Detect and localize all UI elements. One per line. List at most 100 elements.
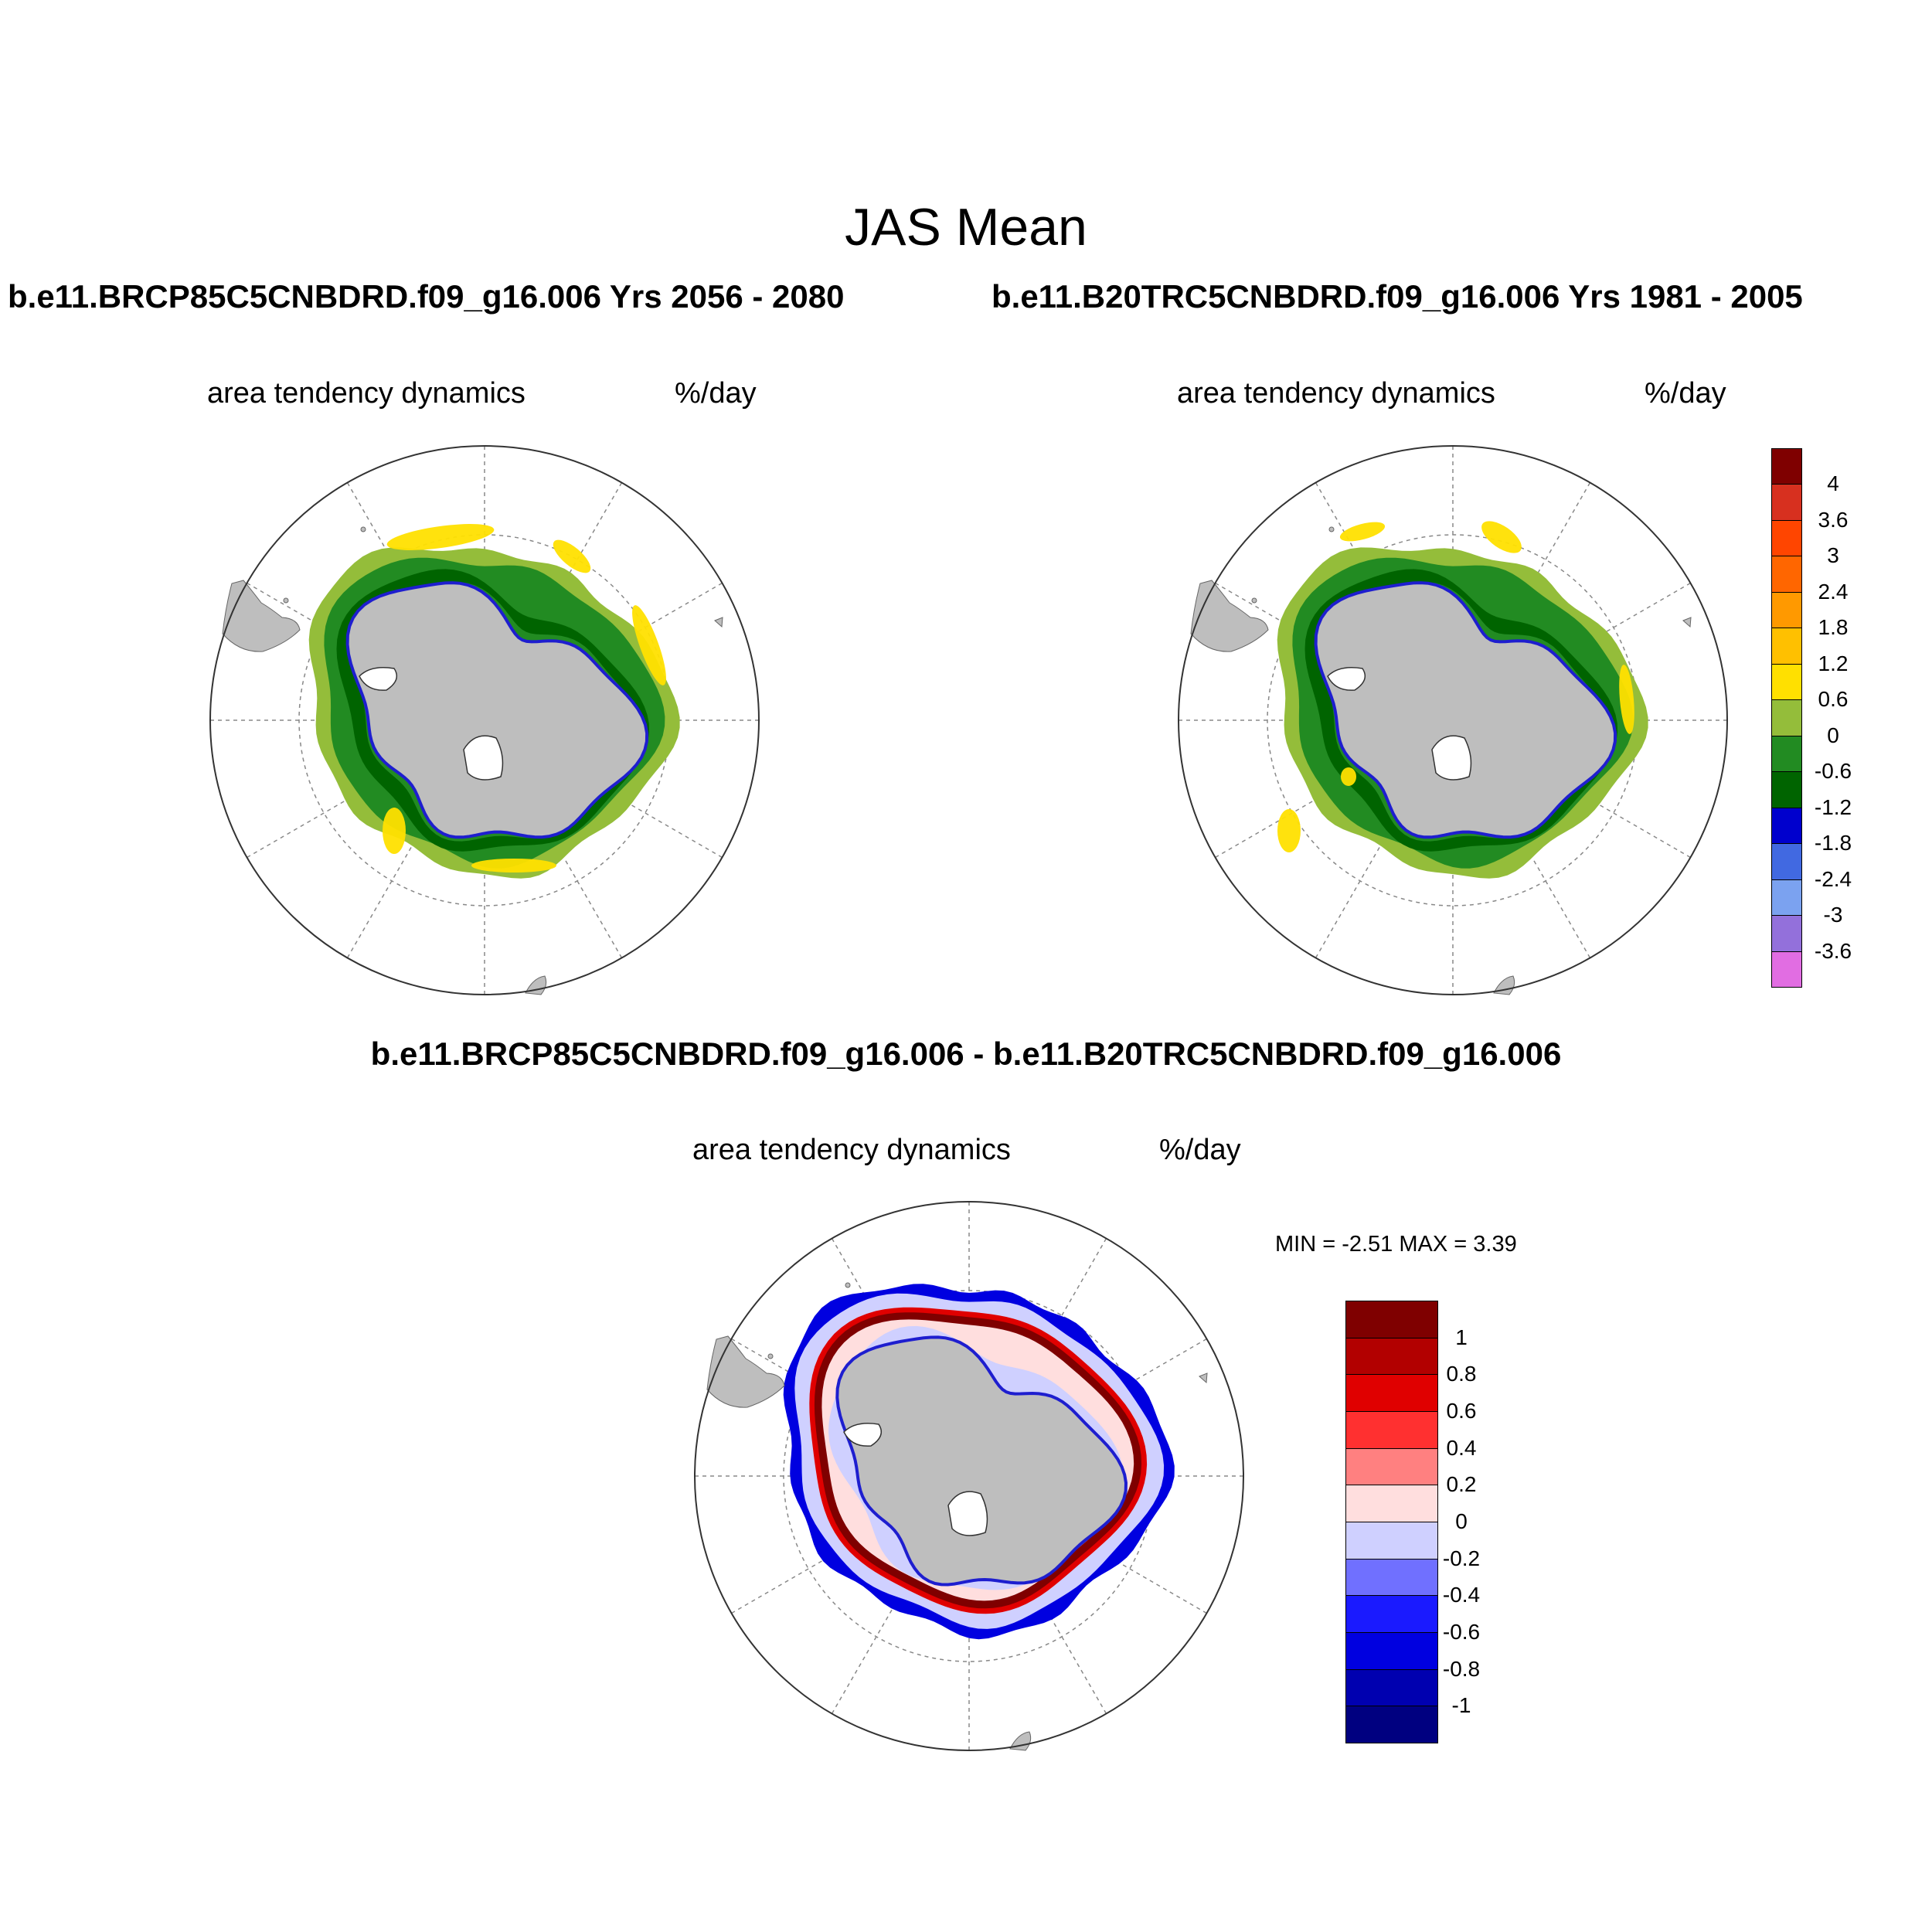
positive-tendency-patch (471, 859, 556, 872)
ronne-ice-shelf (843, 1423, 883, 1447)
colorbar-label: -0.6 (1442, 1620, 1481, 1644)
colorbar-box (1345, 1411, 1438, 1449)
positive-tendency-patch (553, 539, 591, 573)
ross-ice-shelf (947, 1491, 988, 1536)
colorbar-label: -0.4 (1442, 1583, 1481, 1607)
colorbar-box (1771, 879, 1802, 917)
antarctica-landmass (345, 581, 649, 839)
positive-tendency-patch (1277, 809, 1301, 852)
colorbar-label: -0.2 (1442, 1546, 1481, 1570)
colorbar-box (1771, 699, 1802, 736)
small-island (1328, 526, 1335, 532)
south-america-landmass (706, 1335, 785, 1408)
colorbar-box (1771, 628, 1802, 665)
left-units-label: %/day (675, 377, 757, 410)
colorbar-box (1771, 591, 1802, 629)
colorbar-box (1771, 771, 1802, 808)
left-case-title: b.e11.BRCP85C5CNBDRD.f09_g16.006 Yrs 205… (8, 278, 845, 315)
ronne-ice-shelf (359, 667, 398, 691)
colorbar-box (1345, 1301, 1438, 1338)
positive-tendency-patch (383, 808, 406, 854)
colorbar-box (1345, 1485, 1438, 1522)
map-boundary-circle (209, 445, 760, 995)
difference-title: b.e11.BRCP85C5CNBDRD.f09_g16.006 - b.e11… (370, 1036, 1562, 1072)
colorbar-label: 0.6 (1446, 1399, 1477, 1423)
main-title: JAS Mean (845, 198, 1087, 257)
colorbar-box (1771, 484, 1802, 521)
colorbar-label: -1.2 (1814, 794, 1852, 819)
colorbar-label: -3 (1823, 903, 1843, 927)
kerguelen-island (1199, 1372, 1208, 1384)
colorbar-box (1771, 556, 1802, 593)
right-case-title: b.e11.B20TRC5CNBDRD.f09_g16.006 Yrs 1981… (992, 278, 1803, 315)
small-island (845, 1282, 851, 1288)
positive-tendency-patch (1619, 665, 1634, 734)
positive-tendency-patch (1481, 521, 1522, 553)
right-units-label: %/day (1645, 377, 1726, 410)
right-polar-map (1178, 445, 1728, 995)
falkland-islands (1251, 597, 1257, 604)
colorbar-box (1345, 1447, 1438, 1486)
small-island (360, 526, 366, 532)
antarctica-landmass (1314, 581, 1617, 839)
ronne-ice-shelf (1327, 667, 1366, 691)
positive-tendency-patch (632, 605, 666, 685)
colorbar-label: -0.6 (1814, 759, 1852, 784)
colorbar-label: 0.4 (1446, 1435, 1477, 1460)
colorbar-label: -0.8 (1442, 1656, 1481, 1681)
colorbar-label: 1.2 (1818, 651, 1849, 675)
colorbar-box (1771, 519, 1802, 557)
colorbar-label: 0.6 (1818, 687, 1849, 712)
falkland-islands (283, 597, 289, 604)
colorbar-label: -1 (1451, 1693, 1471, 1718)
diff-min-max-label: MIN = -2.51 MAX = 3.39 (1275, 1232, 1517, 1257)
colorbar-box (1345, 1374, 1438, 1412)
colorbar-box (1345, 1337, 1438, 1376)
colorbar-label: 1.8 (1818, 615, 1849, 640)
colorbar-label: 2.4 (1818, 579, 1849, 604)
colorbar-box (1771, 915, 1802, 952)
colorbar-box (1771, 843, 1802, 880)
difference-polar-map (694, 1201, 1244, 1751)
positive-tendency-patch (1339, 522, 1386, 542)
map-boundary-circle (1178, 445, 1728, 995)
colorbar-box (1771, 735, 1802, 773)
south-america-landmass (222, 580, 301, 652)
kerguelen-island (714, 617, 723, 628)
colorbar-box (1345, 1558, 1438, 1597)
ross-ice-shelf (1431, 735, 1472, 781)
colorbar-label: 3.6 (1818, 507, 1849, 532)
colorbar-box (1771, 448, 1802, 485)
colorbar-label: -1.8 (1814, 831, 1852, 855)
antarctica-landmass (835, 1335, 1128, 1587)
map-boundary-circle (694, 1201, 1244, 1751)
colorbar-label: 0.8 (1446, 1362, 1477, 1386)
colorbar-box (1771, 951, 1802, 988)
south-america-landmass (1190, 580, 1269, 652)
ross-ice-shelf (463, 735, 504, 781)
colorbar-label: 4 (1827, 471, 1839, 496)
colorbar-box (1345, 1668, 1438, 1707)
positive-tendency-patch (386, 524, 495, 550)
colorbar-label: 0 (1455, 1509, 1468, 1533)
colorbar-box (1345, 1522, 1438, 1560)
colorbar-label: 0 (1827, 723, 1839, 747)
left-variable-label: area tendency dynamics (207, 377, 526, 410)
colorbar-label: 1 (1455, 1325, 1468, 1349)
right-variable-label: area tendency dynamics (1177, 377, 1495, 410)
colorbar-label: -3.6 (1814, 938, 1852, 963)
colorbar-label: -2.4 (1814, 866, 1852, 891)
kerguelen-island (1682, 617, 1692, 628)
colorbar-label: 3 (1827, 543, 1839, 568)
left-polar-map (209, 445, 760, 995)
colorbar-box (1345, 1595, 1438, 1633)
diff-variable-label: area tendency dynamics (692, 1134, 1011, 1166)
colorbar-box (1771, 807, 1802, 845)
colorbar-box (1345, 1706, 1438, 1743)
difference-colorbar: 1 0.8 0.6 0.4 0.2 0 -0.2 -0.4 -0.6 -0.8 -1 (1345, 1301, 1480, 1743)
diff-units-label: %/day (1159, 1134, 1241, 1166)
colorbar-box (1771, 663, 1802, 701)
colorbar-box (1345, 1632, 1438, 1670)
colorbar-label: 0.2 (1446, 1472, 1477, 1497)
falkland-islands (767, 1353, 774, 1359)
